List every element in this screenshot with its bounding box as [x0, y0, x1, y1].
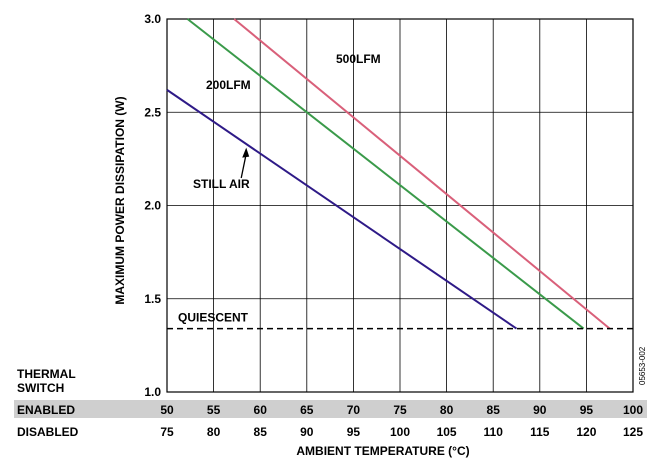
disabled-tick-label: 75 [160, 425, 174, 439]
y-tick-label: 1.0 [144, 385, 161, 399]
enabled-tick-label: 55 [207, 403, 221, 417]
disabled-tick-label: 95 [347, 425, 361, 439]
200lfm-label: 200LFM [206, 78, 251, 92]
disabled-tick-label: 115 [530, 425, 550, 439]
enabled-tick-label: 50 [160, 403, 174, 417]
disabled-row-label: DISABLED [17, 425, 79, 439]
enabled-tick-label: 95 [580, 403, 594, 417]
enabled-tick-label: 85 [487, 403, 501, 417]
disabled-tick-label: 85 [254, 425, 268, 439]
enabled-tick-label: 90 [533, 403, 547, 417]
disabled-tick-label: 105 [437, 425, 457, 439]
disabled-tick-label: 90 [300, 425, 314, 439]
figure-id: 05653-002 [638, 346, 647, 385]
disabled-tick-label: 80 [207, 425, 221, 439]
y-tick-label: 1.5 [144, 292, 161, 306]
series-line-0 [166, 89, 518, 330]
series-line-1 [186, 18, 585, 330]
enabled-tick-label: 65 [300, 403, 314, 417]
grid [166, 18, 634, 393]
enabled-tick-label: 100 [623, 403, 643, 417]
enabled-row-band [14, 400, 647, 418]
enabled-x-tick-labels: 50 55 60 65 70 75 80 85 90 95 100 [160, 403, 643, 417]
y-tick-labels: 1.0 1.5 2.0 2.5 3.0 [144, 12, 161, 399]
series-line-2 [233, 18, 611, 330]
disabled-x-tick-labels: 75 80 85 90 95 100 105 110 115 120 125 [160, 425, 643, 439]
series-lines [166, 18, 611, 330]
disabled-tick-label: 110 [484, 425, 504, 439]
still-air-arrowhead [242, 147, 250, 158]
disabled-tick-label: 125 [623, 425, 643, 439]
plot-frame [166, 18, 634, 393]
disabled-tick-label: 100 [390, 425, 410, 439]
thermal-switch-label-line1: THERMAL [17, 367, 76, 381]
y-axis-title: MAXIMUM POWER DISSIPATION (W) [113, 96, 127, 304]
still-air-arrow [240, 153, 247, 179]
still-air-label: STILL AIR [193, 177, 250, 191]
y-tick-label: 2.0 [144, 199, 161, 213]
enabled-tick-label: 60 [254, 403, 268, 417]
y-tick-label: 3.0 [144, 12, 161, 26]
enabled-tick-label: 70 [347, 403, 361, 417]
enabled-tick-label: 75 [393, 403, 407, 417]
enabled-tick-label: 80 [440, 403, 454, 417]
disabled-tick-label: 120 [576, 425, 596, 439]
enabled-row-label: ENABLED [17, 403, 75, 417]
x-axis-title: AMBIENT TEMPERATURE (°C) [296, 444, 469, 458]
500lfm-label: 500LFM [336, 52, 381, 66]
y-tick-label: 2.5 [144, 105, 161, 119]
thermal-switch-label-line2: SWITCH [17, 381, 64, 395]
quiescent-label: QUIESCENT [178, 311, 249, 325]
